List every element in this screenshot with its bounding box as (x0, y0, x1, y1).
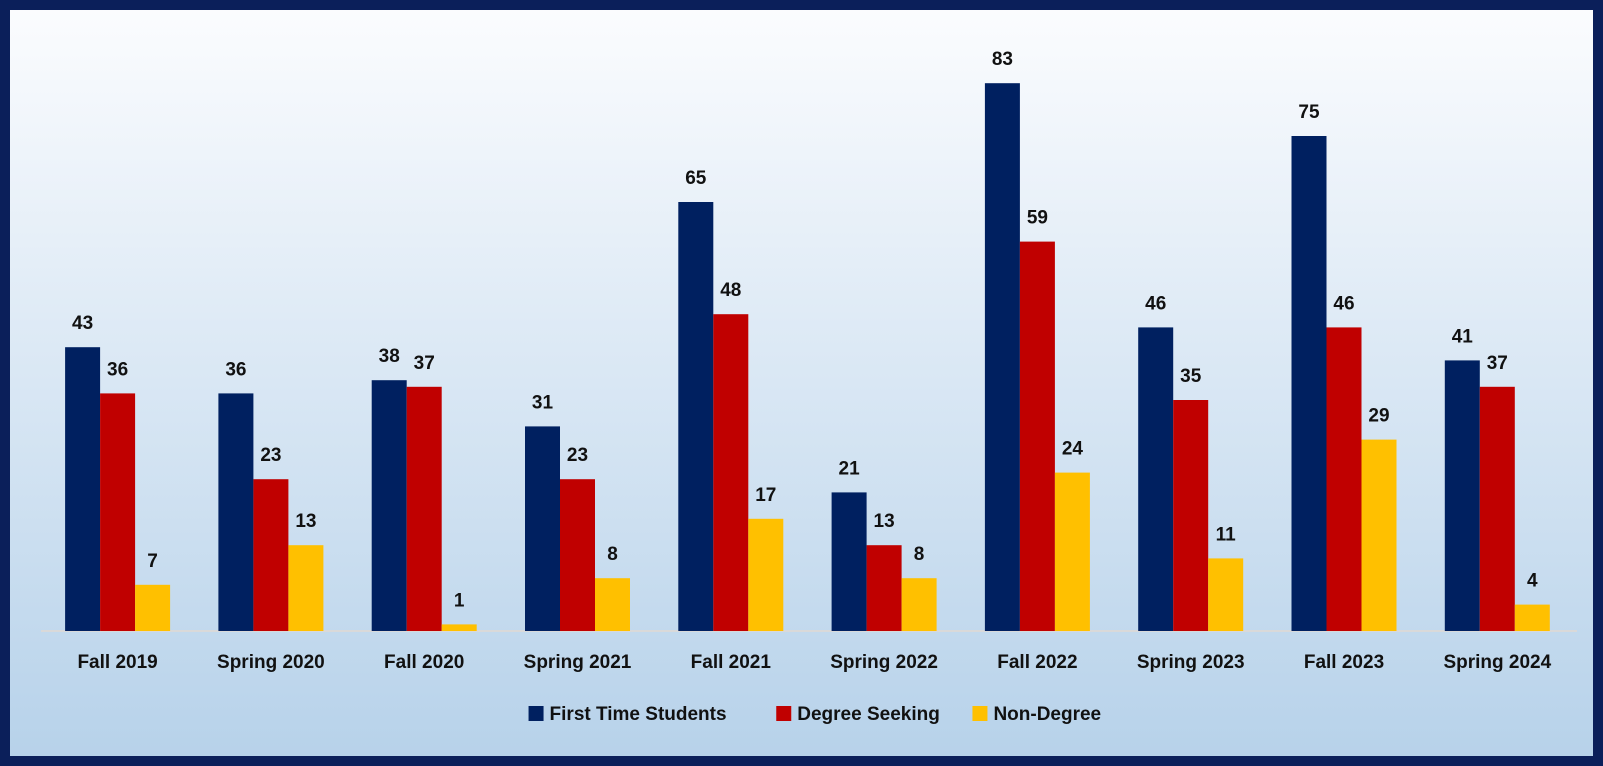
bar (65, 347, 101, 631)
bar (984, 83, 1020, 631)
bar (1291, 136, 1327, 631)
bar (678, 202, 714, 631)
data-label: 41 (1452, 326, 1474, 347)
data-label: 36 (225, 359, 246, 380)
data-label: 37 (414, 353, 435, 374)
bar (218, 393, 254, 631)
bar (1208, 558, 1244, 631)
x-tick-label: Spring 2024 (1443, 652, 1551, 673)
bar (135, 584, 171, 631)
data-label: 23 (567, 445, 588, 466)
legend-swatch (776, 706, 792, 721)
bar (866, 545, 902, 631)
data-label: 4 (1527, 571, 1538, 592)
bar (748, 518, 784, 631)
legend-swatch (528, 706, 544, 721)
x-tick-label: Fall 2019 (77, 652, 157, 673)
x-tick-label: Spring 2022 (830, 652, 938, 673)
data-label: 43 (72, 313, 93, 334)
data-label: 83 (992, 49, 1013, 70)
data-label: 13 (874, 511, 895, 532)
bar (1326, 327, 1362, 631)
bar (1444, 360, 1480, 631)
bar (1479, 386, 1515, 631)
data-label: 8 (914, 544, 925, 565)
bar (831, 492, 867, 631)
data-label: 13 (295, 511, 316, 532)
bar (1019, 241, 1055, 631)
legend-label: Degree Seeking (797, 704, 940, 725)
data-label: 65 (685, 168, 707, 189)
bar (713, 314, 749, 631)
bar (1138, 327, 1174, 631)
data-label: 59 (1027, 208, 1048, 229)
bar (441, 624, 477, 631)
bar (406, 386, 442, 631)
data-label: 48 (720, 280, 741, 301)
data-label: 7 (147, 551, 158, 572)
data-label: 37 (1487, 353, 1508, 374)
bar (560, 479, 595, 631)
x-tick-label: Spring 2023 (1137, 652, 1245, 673)
data-label: 46 (1333, 293, 1354, 314)
data-label: 24 (1062, 439, 1084, 460)
data-label: 8 (607, 544, 618, 565)
data-label: 46 (1145, 293, 1166, 314)
data-label: 75 (1298, 102, 1320, 123)
data-label: 17 (755, 485, 776, 506)
data-label: 38 (379, 346, 400, 367)
legend-swatch (972, 706, 988, 721)
x-tick-label: Fall 2022 (997, 652, 1077, 673)
data-label: 35 (1180, 366, 1202, 387)
bar (1054, 472, 1090, 631)
bar (100, 393, 136, 631)
bar (595, 578, 630, 631)
x-tick-label: Spring 2020 (217, 652, 325, 673)
data-label: 1 (454, 590, 465, 611)
x-tick-label: Fall 2020 (384, 652, 464, 673)
bar (371, 380, 407, 631)
data-label: 11 (1216, 524, 1237, 545)
x-tick-label: Fall 2023 (1304, 652, 1384, 673)
legend-label: Non-Degree (993, 704, 1101, 725)
data-label: 21 (839, 458, 861, 479)
bar (1514, 604, 1550, 631)
bar (525, 426, 560, 631)
x-tick-label: Spring 2021 (524, 652, 632, 673)
bar (253, 479, 289, 631)
legend-label: First Time Students (550, 704, 727, 725)
bar (1173, 400, 1209, 631)
bar (1361, 439, 1397, 631)
data-label: 29 (1368, 406, 1389, 427)
bar (901, 578, 937, 631)
bar (288, 545, 324, 631)
data-label: 36 (107, 359, 128, 380)
data-label: 31 (532, 392, 554, 413)
x-tick-label: Fall 2021 (691, 652, 772, 673)
data-label: 23 (260, 445, 281, 466)
